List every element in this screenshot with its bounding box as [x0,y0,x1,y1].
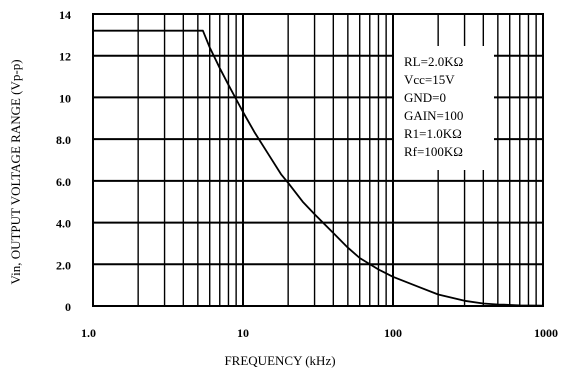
y-tick-label: 8.0 [56,133,71,147]
y-tick-label: 10 [59,91,71,105]
series-line [93,29,544,307]
plot-border [92,13,544,307]
y-axis-ticks: 0 2.0 4.0 6.0 8.0 10 12 14 [56,8,71,314]
y-tick-label: 4.0 [56,217,71,231]
annotation-background [394,46,494,170]
y-tick-label: 14 [59,8,71,22]
annotation-line: GND=0 [404,90,446,105]
annotation-line: GAIN=100 [404,108,463,123]
y-tick-label: 6.0 [56,175,71,189]
y-axis-title: Vin, OUTPUT VOLTAGE RANGE (Vp-p) [8,59,23,284]
annotation-line: RL=2.0KΩ [404,54,463,69]
x-tick-label: 10 [237,326,249,340]
annotation-line: Vcc=15V [404,72,455,87]
x-tick-label: 1000 [534,326,558,340]
x-tick-label: 1.0 [81,326,96,340]
y-tick-label: 2.0 [56,258,71,272]
y-tick-label: 12 [59,50,71,64]
annotation-line: Rf=100KΩ [404,144,463,159]
x-axis-ticks: 1.0 10 100 1000 [81,326,558,340]
annotation-box: RL=2.0KΩ Vcc=15V GND=0 GAIN=100 R1=1.0KΩ… [394,46,494,170]
data-series [93,29,544,307]
annotation-line: R1=1.0KΩ [404,126,462,141]
x-axis-title: FREQUENCY (kHz) [224,353,335,368]
plot-frame [92,13,544,307]
y-tick-label: 0 [65,300,71,314]
x-tick-label: 100 [384,326,402,340]
